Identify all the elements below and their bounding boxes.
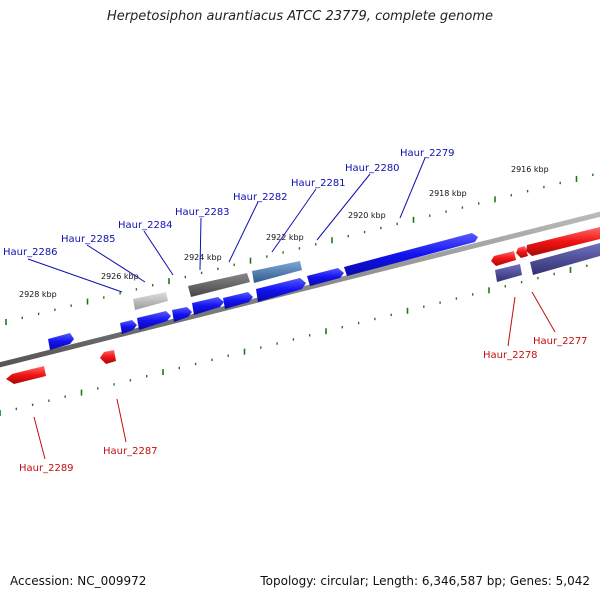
topology-text: Topology: circular; Length: 6,346,587 bp… bbox=[260, 574, 590, 588]
gene-arrow[interactable] bbox=[491, 251, 516, 266]
leader-lines bbox=[27, 157, 426, 293]
gene-arrow[interactable] bbox=[252, 261, 302, 283]
gene-arrow[interactable] bbox=[137, 311, 171, 330]
map-title: Herpetosiphon aurantiacus ATCC 23779, co… bbox=[106, 9, 494, 24]
gene-arrow[interactable] bbox=[223, 292, 253, 309]
scale-label-2916: 2916 kbp bbox=[511, 165, 549, 174]
gene-labels-reverse: Haur_2277 Haur_2278 Haur_2287 Haur_2289 bbox=[19, 336, 588, 474]
gene-arrow[interactable] bbox=[133, 292, 168, 310]
scale-label-2928: 2928 kbp bbox=[19, 290, 57, 299]
gene-arrow[interactable] bbox=[6, 366, 46, 384]
scale-label-2922: 2922 kbp bbox=[266, 233, 304, 242]
gene-label-haur-2279[interactable]: Haur_2279 bbox=[400, 148, 455, 159]
scale-label-2924: 2924 kbp bbox=[184, 253, 222, 262]
leader-lines-reverse bbox=[33, 291, 556, 460]
gene-arrow[interactable] bbox=[120, 320, 137, 334]
gene-label-haur-2289[interactable]: Haur_2289 bbox=[19, 463, 74, 474]
reverse-strand-genes bbox=[6, 227, 600, 384]
scale-label-2920: 2920 kbp bbox=[348, 211, 386, 220]
gene-arrow[interactable] bbox=[530, 243, 600, 275]
gene-label-haur-2278[interactable]: Haur_2278 bbox=[483, 350, 538, 361]
gene-label-haur-2280[interactable]: Haur_2280 bbox=[345, 163, 400, 174]
inner-scale-ticks bbox=[0, 264, 588, 416]
accession-text: Accession: NC_009972 bbox=[10, 574, 147, 588]
scale-labels: 2916 kbp 2918 kbp 2920 kbp 2922 kbp 2924… bbox=[19, 165, 549, 299]
gene-arrow[interactable] bbox=[495, 264, 522, 282]
scale-label-2926: 2926 kbp bbox=[101, 272, 139, 281]
gene-label-haur-2281[interactable]: Haur_2281 bbox=[291, 178, 346, 189]
gene-label-haur-2287[interactable]: Haur_2287 bbox=[103, 446, 158, 457]
gene-label-haur-2282[interactable]: Haur_2282 bbox=[233, 192, 288, 203]
gene-arrow[interactable] bbox=[344, 233, 478, 276]
gene-label-haur-2284[interactable]: Haur_2284 bbox=[118, 220, 173, 231]
gene-label-haur-2286[interactable]: Haur_2286 bbox=[3, 247, 58, 258]
gene-arrow[interactable] bbox=[526, 227, 600, 256]
gene-labels-forward: Haur_2279 Haur_2280 Haur_2281 Haur_2282 … bbox=[3, 148, 455, 258]
gene-label-haur-2285[interactable]: Haur_2285 bbox=[61, 234, 116, 245]
gene-arrow[interactable] bbox=[516, 246, 528, 258]
gene-label-haur-2277[interactable]: Haur_2277 bbox=[533, 336, 588, 347]
gene-arrow[interactable] bbox=[188, 273, 250, 297]
gene-arrow[interactable] bbox=[100, 350, 116, 364]
scale-label-2918: 2918 kbp bbox=[429, 189, 467, 198]
gene-arrow[interactable] bbox=[172, 307, 192, 322]
gene-arrow[interactable] bbox=[256, 278, 306, 302]
outer-scale-ticks bbox=[5, 173, 594, 325]
gene-arrow[interactable] bbox=[48, 333, 74, 350]
gene-arrow[interactable] bbox=[192, 297, 224, 315]
forward-strand-genes bbox=[48, 233, 478, 350]
gene-arrow[interactable] bbox=[307, 268, 344, 286]
gene-label-haur-2283[interactable]: Haur_2283 bbox=[175, 207, 230, 218]
